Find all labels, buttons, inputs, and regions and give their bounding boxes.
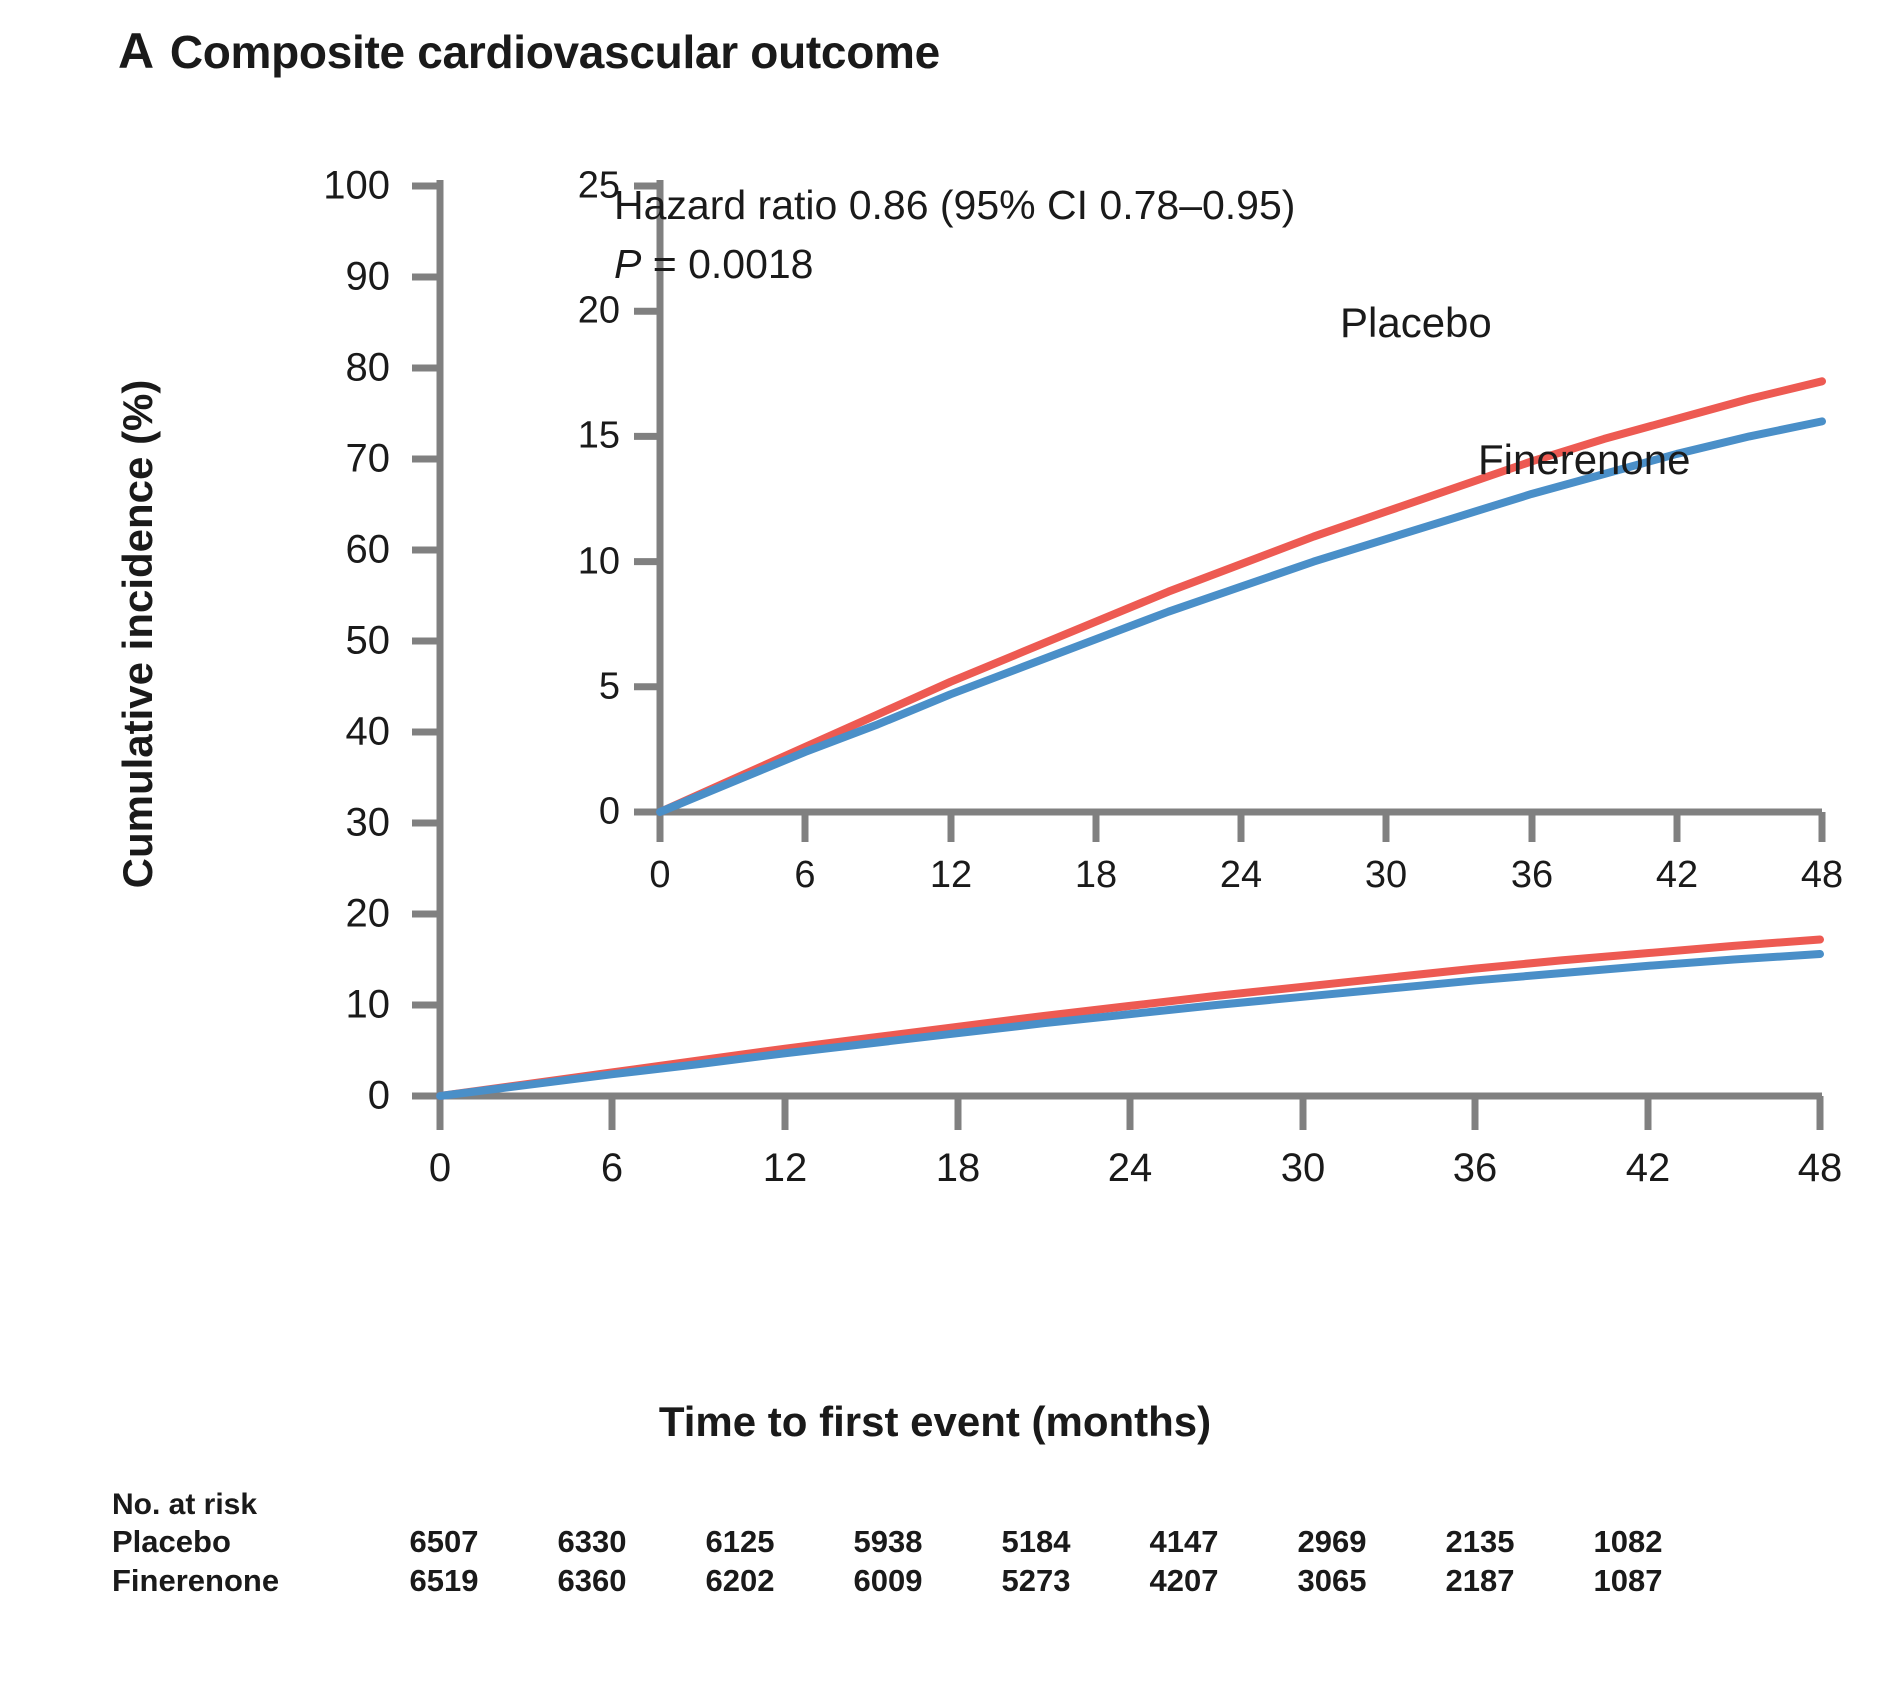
panel-letter: A: [118, 23, 154, 79]
inset-xtick-label: 0: [649, 854, 671, 896]
inset-xtick-label: 6: [794, 854, 816, 896]
risk-cell: 6507: [409, 1524, 479, 1559]
main-ytick-label: 10: [345, 982, 391, 1027]
risk-cell: 5938: [853, 1524, 923, 1559]
inset-ytick-label: 15: [577, 414, 620, 457]
main-xtick-label: 18: [935, 1146, 981, 1190]
main-xtick-label: 12: [762, 1146, 808, 1190]
no-at-risk-heading: No. at risk: [112, 1488, 258, 1521]
risk-cell: 3065: [1297, 1563, 1367, 1598]
inset-xtick-label: 42: [1655, 854, 1699, 896]
risk-cell: 6519: [409, 1563, 479, 1598]
inset-xtick-label: 30: [1364, 854, 1408, 896]
main-xtick-label: 48: [1797, 1146, 1843, 1190]
main-curve-finerenone: [436, 950, 1824, 1100]
inset-xtick-label: 48: [1800, 854, 1844, 896]
inset-xtick-label: 12: [929, 854, 973, 896]
main-xtick-label: 6: [600, 1146, 624, 1190]
main-ytick-label: 60: [345, 527, 391, 572]
risk-cell: 4147: [1149, 1524, 1219, 1559]
main-ytick-label: 20: [345, 891, 391, 936]
inset-ytick-label: 25: [577, 164, 620, 207]
risk-cell: 2135: [1445, 1524, 1515, 1559]
inset-curve-finerenone: [656, 417, 1826, 816]
inset-xtick-label: 36: [1510, 854, 1554, 896]
no-at-risk-table: Placebo 6507 6330 6125 5938 5184 4147 29…: [112, 1524, 1702, 1602]
risk-cell: 2187: [1445, 1563, 1515, 1598]
statistics-annotation: Hazard ratio 0.86 (95% CI 0.78–0.95) P =…: [614, 176, 1295, 295]
risk-cell: 1087: [1593, 1563, 1663, 1598]
p-value-text: P = 0.0018: [614, 235, 1295, 294]
table-row: Finerenone 6519 6360 6202 6009 5273 4207…: [112, 1563, 1702, 1602]
main-xtick-label: 30: [1280, 1146, 1326, 1190]
series-label-finerenone: Finerenone: [1478, 436, 1691, 483]
inset-curve-placebo: [656, 377, 1826, 816]
main-ytick-label: 30: [345, 800, 391, 845]
main-ytick-label: 70: [345, 436, 391, 481]
risk-cell: 6125: [705, 1524, 775, 1559]
series-label-placebo: Placebo: [1340, 299, 1492, 346]
risk-row-label: Finerenone: [112, 1563, 280, 1598]
main-xtick-label: 42: [1625, 1146, 1671, 1190]
inset-ytick-label: 5: [598, 665, 620, 708]
main-y-ticks: [412, 182, 440, 1100]
x-axis-title: Time to first event (months): [658, 1398, 1212, 1445]
inset-ytick-label: 0: [598, 790, 620, 833]
main-ytick-label: 40: [345, 709, 391, 754]
risk-cell: 6009: [853, 1563, 923, 1598]
main-xtick-label: 0: [428, 1146, 452, 1190]
inset-x-ticks: [656, 812, 1826, 842]
risk-cell: 4207: [1149, 1563, 1219, 1598]
main-ytick-label: 0: [367, 1073, 390, 1118]
main-xtick-label: 24: [1107, 1146, 1153, 1190]
risk-cell: 5184: [1001, 1524, 1071, 1559]
inset-y-ticks: [634, 182, 660, 816]
risk-row-label: Placebo: [112, 1524, 231, 1559]
risk-cell: 5273: [1001, 1563, 1071, 1598]
main-xtick-label: 36: [1452, 1146, 1498, 1190]
risk-cell: 2969: [1297, 1524, 1367, 1559]
hazard-ratio-text: Hazard ratio 0.86 (95% CI 0.78–0.95): [614, 182, 1296, 228]
page-title: A Composite cardiovascular outcome: [118, 22, 940, 80]
inset-ytick-label: 10: [577, 540, 620, 583]
main-ytick-label: 90: [345, 254, 391, 299]
inset-xtick-label: 24: [1219, 854, 1263, 896]
main-x-ticks: [436, 1096, 1824, 1130]
p-symbol: P: [614, 241, 642, 288]
inset-xtick-label: 18: [1074, 854, 1118, 896]
p-value-rest: = 0.0018: [641, 241, 814, 288]
y-axis-title: Cumulative incidence (%): [114, 379, 161, 889]
main-ytick-label: 50: [345, 618, 391, 663]
main-ytick-label: 80: [345, 345, 391, 390]
inset-ytick-label: 20: [577, 289, 620, 332]
risk-cell: 6330: [557, 1524, 627, 1559]
no-at-risk-block: No. at risk Placebo 6507 6330 6125 5938 …: [112, 1488, 1702, 1602]
main-ytick-label: 100: [323, 163, 390, 208]
risk-cell: 6360: [557, 1563, 627, 1598]
table-row: Placebo 6507 6330 6125 5938 5184 4147 29…: [112, 1524, 1702, 1563]
risk-cell: 6202: [705, 1563, 775, 1598]
risk-cell: 1082: [1593, 1524, 1663, 1559]
panel-title-text: Composite cardiovascular outcome: [169, 26, 940, 78]
